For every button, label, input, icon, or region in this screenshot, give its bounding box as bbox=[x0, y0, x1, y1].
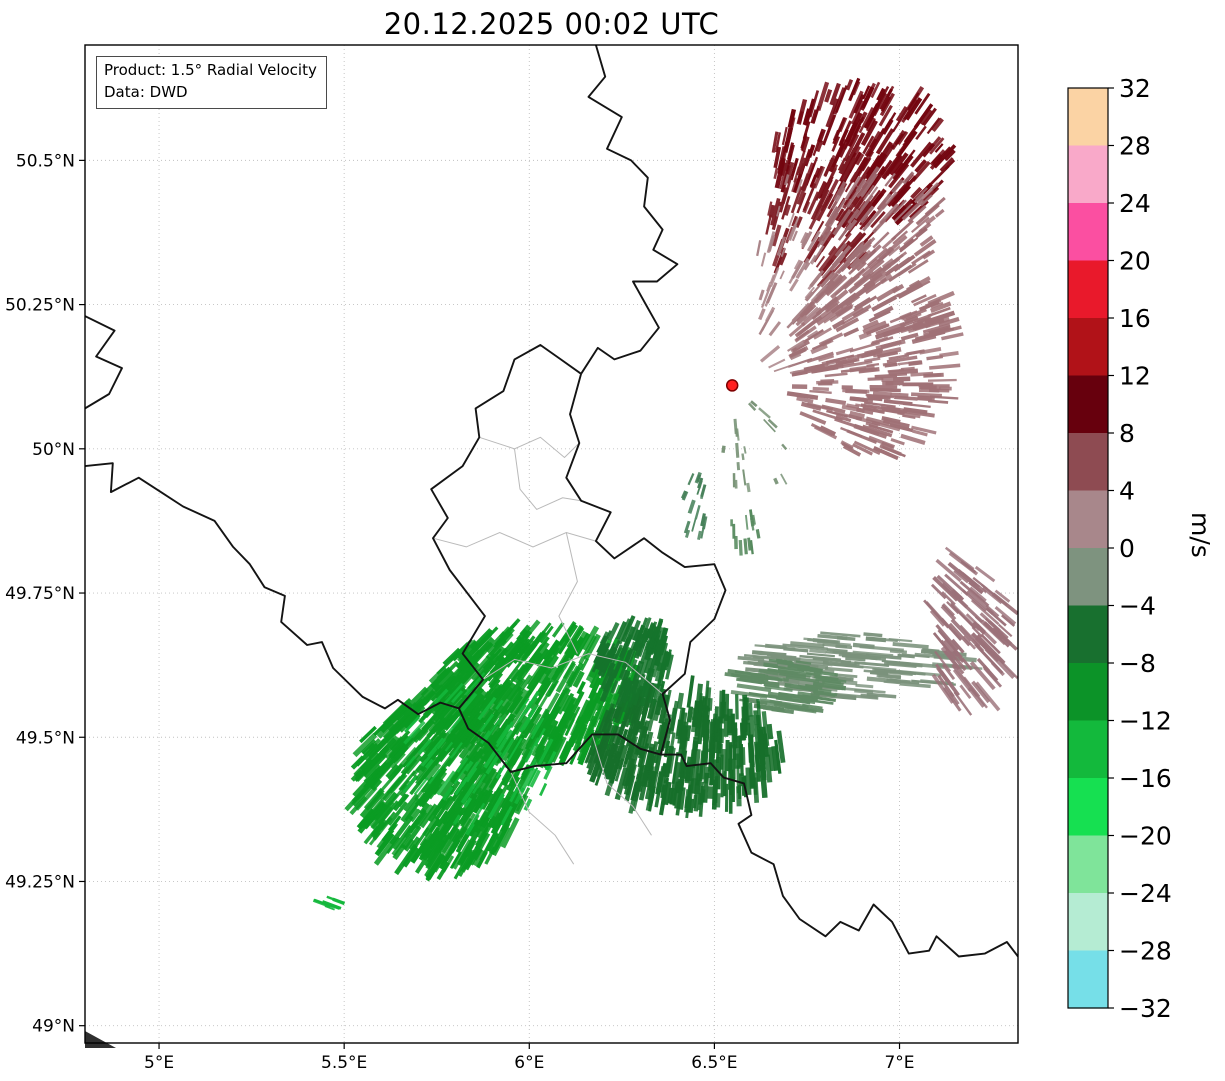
national-border-line bbox=[430, 344, 727, 773]
colorbar-segment bbox=[1068, 88, 1108, 147]
lon-tick-label: 5.5°E bbox=[321, 1053, 367, 1073]
echo-region-center-green-specks-a bbox=[680, 471, 708, 540]
colorbar-segment bbox=[1068, 950, 1108, 1009]
colorbar-segment bbox=[1068, 145, 1108, 204]
colorbar-segment bbox=[1068, 835, 1108, 894]
admin-border-line bbox=[482, 653, 663, 695]
colorbar-tick-label: −12 bbox=[1119, 707, 1172, 736]
colorbar-segment bbox=[1068, 893, 1108, 952]
echo-region-center-green-specks-b bbox=[730, 509, 761, 556]
colorbar-segment bbox=[1068, 548, 1108, 607]
colorbar-segment bbox=[1068, 433, 1108, 492]
colorbar-tick-label: 24 bbox=[1119, 189, 1151, 218]
map-frame bbox=[84, 44, 1019, 1048]
lon-tick-label: 6.5°E bbox=[691, 1053, 737, 1073]
echo-region-sw-green-sliver bbox=[312, 895, 346, 911]
lon-tick-label: 7°E bbox=[884, 1053, 914, 1073]
national-border-line bbox=[85, 462, 460, 716]
admin-border-line bbox=[479, 436, 580, 459]
colorbar-tick-label: 20 bbox=[1119, 247, 1151, 276]
colorbar-tick-label: 12 bbox=[1119, 362, 1151, 391]
echo-region-ne-core-dark-red bbox=[771, 77, 957, 234]
admin-boundaries bbox=[432, 436, 663, 865]
colorbar-segment bbox=[1068, 375, 1108, 434]
lat-tick-label: 49.5°N bbox=[16, 728, 75, 748]
admin-border-line bbox=[514, 448, 582, 511]
national-border-line bbox=[85, 315, 123, 410]
colorbar-segment bbox=[1068, 203, 1108, 262]
colorbar-tick-label: −8 bbox=[1119, 649, 1156, 678]
echo-region-east-mauve-streaks bbox=[923, 546, 1018, 716]
radar-site-dot bbox=[725, 379, 739, 392]
echo-region-se-sage-band-west bbox=[724, 658, 847, 715]
echo-region-sw-green-bright-accents bbox=[402, 672, 557, 836]
colorbar-tick-label: 28 bbox=[1119, 132, 1151, 161]
admin-border-line bbox=[432, 531, 597, 548]
figure-title: 20.12.2025 00:02 UTC bbox=[383, 7, 720, 41]
colorbar-segment bbox=[1068, 260, 1108, 319]
colorbar-tick-label: 4 bbox=[1119, 477, 1135, 506]
lat-tick-label: 49.75°N bbox=[5, 584, 75, 604]
national-border-line bbox=[580, 45, 679, 375]
lon-tick-label: 5°E bbox=[144, 1053, 174, 1073]
plot-frame bbox=[84, 44, 1019, 1044]
colorbar-tick-label: 32 bbox=[1119, 74, 1151, 103]
echo-region-ne-rose-west-fringe bbox=[756, 174, 828, 374]
colorbar-tick-label: −32 bbox=[1119, 994, 1172, 1023]
data-source-label: Data: DWD bbox=[104, 82, 188, 101]
lat-tick-label: 50°N bbox=[32, 440, 75, 460]
axis-ticks: 5°E 5.5°E 6°E 6.5°E 7°E 50.5°N 50.25°N 50°N 49.7… bbox=[5, 151, 914, 1073]
admin-border-line bbox=[591, 734, 652, 836]
admin-border-line bbox=[558, 532, 578, 654]
colorbar-segment bbox=[1068, 318, 1108, 377]
colorbar-tick-label: 16 bbox=[1119, 304, 1151, 333]
radar-echoes bbox=[312, 77, 1018, 911]
colorbar: 32 28 24 20 16 12 8 4 0 −4 −8 −12 −16 −20 −24 −28 −32 bbox=[1067, 74, 1172, 1023]
lat-tick-label: 49.25°N bbox=[5, 872, 75, 892]
colorbar-segment bbox=[1068, 605, 1108, 664]
colorbar-tick-label: 0 bbox=[1119, 534, 1135, 563]
admin-border-line bbox=[510, 771, 575, 865]
product-annotation-box: Product: 1.5° Radial Velocity Data: DWD bbox=[96, 56, 327, 109]
colorbar-segment bbox=[1068, 663, 1108, 722]
colorbar-unit-label: m/s bbox=[1186, 512, 1215, 558]
country-borders bbox=[85, 45, 1018, 958]
radar-site-marker bbox=[725, 379, 739, 392]
echo-region-s-green-dark-upper bbox=[591, 615, 674, 713]
colorbar-tick-label: −20 bbox=[1119, 822, 1172, 851]
echo-region-ne-rose-main bbox=[786, 236, 964, 461]
lat-tick-label: 50.5°N bbox=[16, 151, 75, 171]
colorbar-segment bbox=[1068, 490, 1108, 549]
colorbar-segment bbox=[1068, 778, 1108, 837]
corner-border-artifact bbox=[85, 1031, 116, 1048]
echo-region-near-radar-sage-specks bbox=[721, 400, 788, 493]
colorbar-tick-label: −16 bbox=[1119, 764, 1172, 793]
colorbar-segment bbox=[1068, 720, 1108, 779]
colorbar-tick-label: −24 bbox=[1119, 879, 1172, 908]
colorbar-tick-label: −28 bbox=[1119, 937, 1172, 966]
lat-tick-label: 50.25°N bbox=[5, 296, 75, 316]
lon-tick-label: 6°E bbox=[514, 1053, 544, 1073]
product-label: Product: 1.5° Radial Velocity bbox=[104, 61, 317, 79]
lat-tick-label: 49°N bbox=[32, 1017, 75, 1037]
national-border-line bbox=[660, 753, 1018, 958]
colorbar-tick-label: 8 bbox=[1119, 419, 1135, 448]
colorbar-tick-label: −4 bbox=[1119, 592, 1156, 621]
